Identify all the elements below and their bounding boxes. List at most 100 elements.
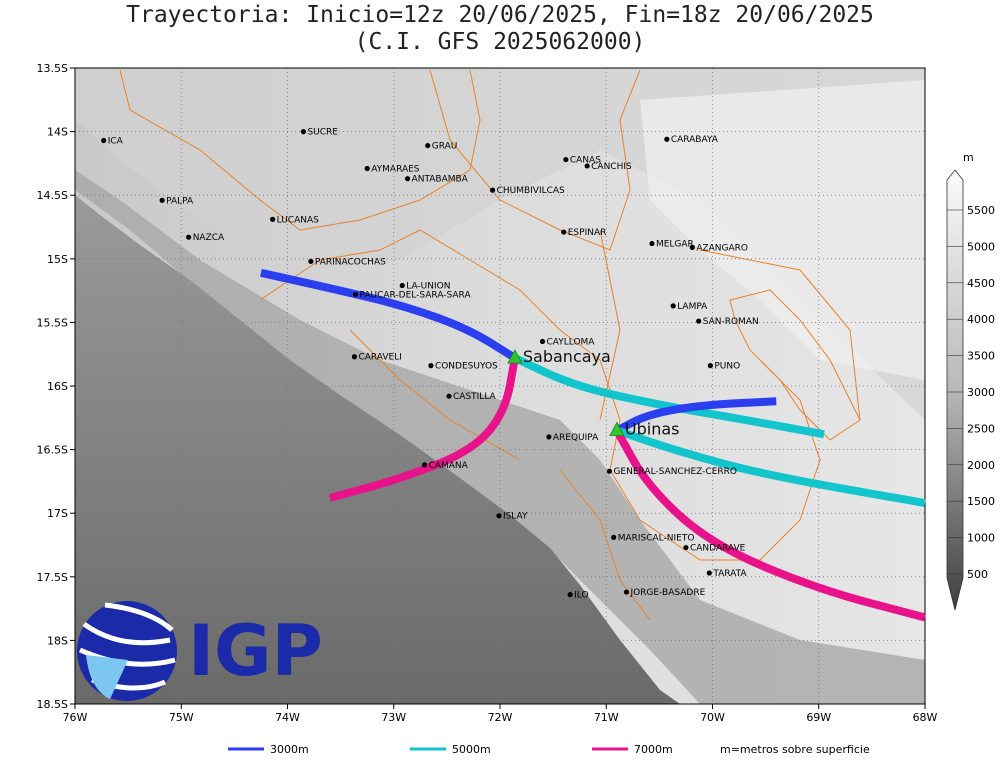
city-label: GRAU (432, 142, 458, 152)
colorbar-tick-label: 3500 (967, 350, 995, 363)
colorbar-tick-label: 1000 (967, 532, 995, 545)
city-label: ICA (108, 137, 124, 147)
lon-tick-label: 70W (700, 711, 725, 724)
city-marker (606, 468, 613, 474)
city-label: MELGAR (656, 240, 694, 250)
city-marker (352, 291, 359, 298)
lat-axis: 13.5S 14S 14.5S 15S 15.5S 16S 16.5S 17S 17.5S 18S… (37, 62, 75, 711)
city-marker (689, 244, 695, 250)
city-label: CANAS (570, 156, 601, 166)
lat-tick-label: 15.5S (37, 316, 68, 329)
city-marker (706, 570, 712, 576)
lat-tick-label: 17S (47, 507, 68, 520)
city-marker (101, 137, 107, 144)
city-marker (670, 303, 676, 309)
city-label: ESPINAR (568, 228, 607, 238)
city-label: AZANGARO (696, 243, 748, 253)
city-marker (364, 165, 370, 172)
city-label: SUCRE (307, 128, 338, 138)
city-marker (623, 589, 630, 595)
lat-tick-label: 13.5S (37, 62, 68, 75)
trajectory-sabancaya-7000m (328, 357, 519, 502)
legend-label: 7000m (634, 743, 673, 756)
city-marker (546, 434, 552, 440)
legend: 3000m 5000m 7000m m=metros sobre superficie (228, 743, 870, 756)
city-marker (649, 240, 655, 247)
city-marker (421, 462, 428, 468)
city-marker (664, 136, 670, 142)
trajectories-layer (260, 268, 927, 622)
lat-tick-label: 17.5S (37, 571, 68, 584)
city-label: PALPA (166, 196, 194, 206)
lon-tick-label: 73W (381, 711, 406, 724)
city-label: CHUMBIVILCAS (497, 186, 565, 196)
city-label: CONDESUYOS (435, 362, 498, 372)
lon-axis: 76W 75W 74W 73W 72W 71W 70W 69W 68W (63, 704, 938, 724)
igp-logo: IGP (77, 601, 323, 701)
lon-tick-label: 68W (913, 711, 938, 724)
city-label: CANDARAVE (690, 544, 746, 554)
city-marker (539, 338, 546, 345)
city-marker (683, 544, 689, 551)
city-label: ILO (574, 591, 588, 601)
lat-tick-label: 16S (47, 380, 68, 393)
colorbar-tick-label: 2000 (967, 459, 995, 472)
colorbar-unit: m (963, 151, 974, 164)
legend-label: 5000m (452, 743, 491, 756)
city-marker (159, 197, 165, 203)
city-marker (186, 234, 192, 240)
colorbar: m 500 1000 1500 2000 2500 3000 3500 4000 4500 500… (946, 151, 995, 611)
lat-tick-label: 18S (47, 634, 68, 647)
city-label: MARISCAL-NIETO (618, 533, 695, 543)
city-marker (584, 163, 590, 169)
lon-tick-label: 76W (63, 711, 88, 724)
city-label: PARINACOCHAS (315, 257, 386, 267)
lon-tick-label: 72W (488, 711, 513, 724)
city-label: NAZCA (193, 233, 225, 243)
volcano-marker-icon (507, 349, 523, 364)
city-marker (425, 142, 431, 149)
city-marker (489, 187, 496, 193)
city-label: PAUCAR-DEL-SARA-SARA (360, 290, 472, 300)
city-marker (696, 318, 702, 324)
city-marker (563, 156, 569, 163)
logo-text: IGP (188, 610, 323, 692)
city-marker (496, 513, 502, 519)
lon-tick-label: 75W (169, 711, 194, 724)
trajectory-ubinas-7000m (613, 428, 927, 622)
colorbar-tick-label: 2500 (967, 422, 995, 435)
volcano-label: Ubinas (625, 420, 680, 439)
legend-label: 3000m (270, 743, 309, 756)
city-marker (300, 129, 307, 135)
colorbar-tick-label: 500 (967, 568, 988, 581)
colorbar-tick-label: 5500 (967, 204, 995, 217)
colorbar-tick-label: 5000 (967, 240, 995, 253)
colorbar-tick-label: 4500 (967, 277, 995, 290)
city-marker (308, 258, 314, 264)
lat-tick-label: 18.5S (37, 698, 68, 711)
lat-tick-label: 15S (47, 253, 68, 266)
volcano-label: Sabancaya (523, 347, 611, 366)
trajectory-sabancaya-3000m (260, 268, 517, 362)
city-label: JORGE-BASADRE (629, 588, 705, 598)
city-label: CAYLLOMA (547, 337, 596, 347)
city-label: ANTABAMBA (412, 175, 469, 185)
city-marker (270, 216, 276, 222)
city-marker (351, 354, 358, 360)
city-label: LAMPA (677, 302, 708, 312)
trajectory-sabancaya-5000m (513, 354, 825, 439)
city-label: CAMANA (429, 461, 469, 471)
city-label: AYMARAES (371, 164, 420, 174)
sources-layer: Sabancaya Ubinas (507, 347, 680, 439)
map-title: Trayectoria: Inicio=12z 20/06/2025, Fin=… (0, 2, 1000, 56)
city-marker (404, 176, 411, 182)
city-marker (561, 229, 567, 235)
city-label: TARATA (712, 569, 747, 579)
colorbar-tick-label: 1500 (967, 495, 995, 508)
lat-tick-label: 14.5S (37, 189, 68, 202)
city-label: LA-UNION (406, 282, 450, 292)
city-label: CANCHIS (591, 162, 632, 172)
lat-tick-label: 14S (47, 126, 68, 139)
